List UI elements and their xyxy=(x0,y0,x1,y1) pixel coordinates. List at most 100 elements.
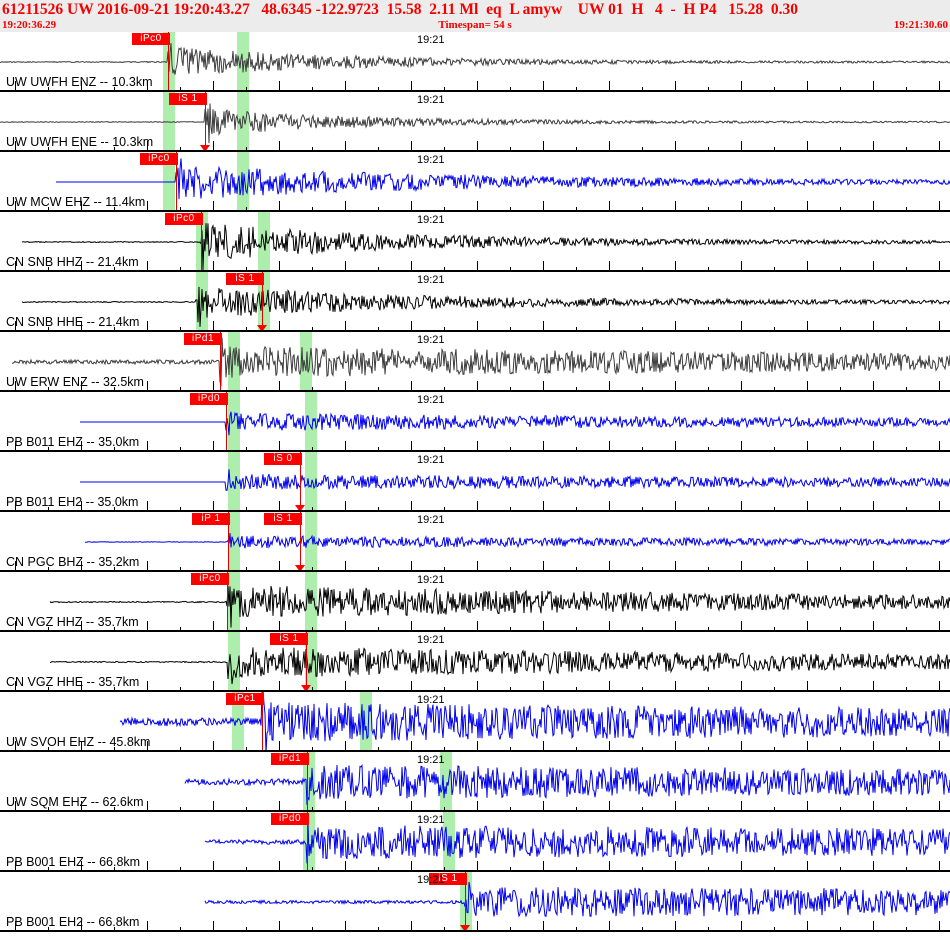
axis-tick xyxy=(576,927,577,932)
waveform xyxy=(204,881,950,918)
axis-tick xyxy=(543,201,544,212)
pick-label[interactable]: iPc0 xyxy=(132,33,170,45)
pick-label[interactable]: iPc0 xyxy=(191,573,229,585)
axis-tick xyxy=(213,801,214,812)
pick-label[interactable]: iS 1 xyxy=(270,633,308,645)
trace-stack[interactable]: iPc0 UW UWFH ENZ -- 10.3km 19:21 iS 1 UW UWF… xyxy=(0,32,950,940)
axis-tick xyxy=(48,267,49,272)
pick-label[interactable]: iPd0 xyxy=(190,393,228,405)
axis-tick xyxy=(279,501,280,512)
pick-label[interactable]: iS 1 xyxy=(264,513,302,525)
trace-row[interactable]: iS 1 PB B001 EH2 -- 66.8km xyxy=(0,872,950,932)
trace-row[interactable]: iPc0 UW UWFH ENZ -- 10.3km xyxy=(0,32,950,92)
trace-row[interactable]: iPd1 UW ERW ENZ -- 32.5km xyxy=(0,332,950,392)
pick-line[interactable] xyxy=(262,272,263,332)
pick-line[interactable] xyxy=(220,332,221,392)
axis-time-label: 19:21 xyxy=(417,394,445,406)
pick-line[interactable] xyxy=(168,32,169,92)
pick-line[interactable] xyxy=(300,512,301,572)
axis-time-label: 19:21 xyxy=(417,214,445,226)
pick-line[interactable] xyxy=(306,632,307,692)
axis-tick xyxy=(741,561,742,572)
axis-tick xyxy=(807,141,808,152)
trace-row[interactable]: iS 1 CN VGZ HHE -- 35.7km xyxy=(0,632,950,692)
trace-row[interactable]: iS 1 UW UWFH ENE -- 10.3km xyxy=(0,92,950,152)
pick-label[interactable]: iPd1 xyxy=(271,753,309,765)
axis-tick xyxy=(576,327,577,332)
axis-tick xyxy=(444,447,445,452)
pick-line[interactable] xyxy=(205,92,206,152)
axis-tick xyxy=(840,807,841,812)
pick-line[interactable] xyxy=(465,872,466,932)
pick-label[interactable]: iPc1 xyxy=(226,693,264,705)
axis-tick xyxy=(147,861,148,872)
pick-line[interactable] xyxy=(228,512,229,572)
axis-tick xyxy=(48,207,49,212)
row-separator xyxy=(0,270,950,272)
axis-tick xyxy=(114,507,115,512)
window-end-time: 19:21:30.60 xyxy=(893,19,948,31)
axis-tick xyxy=(939,801,940,812)
pick-label[interactable]: iS 1 xyxy=(169,93,207,105)
pick-line[interactable] xyxy=(300,452,301,512)
axis-tick xyxy=(246,567,247,572)
axis-tick xyxy=(81,81,82,92)
pick-line[interactable] xyxy=(307,752,308,812)
trace-row[interactable]: iPd1 UW SQM EHZ -- 62.6km xyxy=(0,752,950,812)
axis-tick xyxy=(180,327,181,332)
station-label: UW SQM EHZ -- 62.6km xyxy=(6,795,144,809)
trace-row[interactable]: iPc0 CN VGZ HHZ -- 35.7km xyxy=(0,572,950,632)
trace-row[interactable]: iP 1 iS 1 CN PGC BHZ -- 35.2km xyxy=(0,512,950,572)
axis-tick xyxy=(708,627,709,632)
axis-tick xyxy=(312,747,313,752)
axis-tick xyxy=(378,927,379,932)
pick-line[interactable] xyxy=(176,152,177,212)
axis-tick xyxy=(279,201,280,212)
trace-row[interactable]: iPc0 CN SNB HHZ -- 21.4km xyxy=(0,212,950,272)
axis-tick xyxy=(477,741,478,752)
pick-label[interactable]: iS 1 xyxy=(429,873,467,885)
row-separator xyxy=(0,390,950,392)
axis-tick xyxy=(840,747,841,752)
axis-tick xyxy=(147,201,148,212)
axis-tick xyxy=(807,741,808,752)
pick-line[interactable] xyxy=(226,392,227,452)
axis-tick xyxy=(477,141,478,152)
axis-tick xyxy=(510,567,511,572)
axis-tick xyxy=(708,687,709,692)
trace-row[interactable]: iPd0 PB B011 EHZ -- 35.0km xyxy=(0,392,950,452)
pick-label[interactable]: iS 0 xyxy=(264,453,302,465)
axis-tick xyxy=(312,447,313,452)
axis-tick xyxy=(312,807,313,812)
highlight-band xyxy=(237,92,249,152)
row-separator xyxy=(0,570,950,572)
pick-label[interactable]: iPd1 xyxy=(184,333,222,345)
axis-tick xyxy=(180,807,181,812)
pick-label[interactable]: iS 1 xyxy=(226,273,264,285)
trace-row[interactable]: iPc1 UW SVOH EHZ -- 45.8km xyxy=(0,692,950,752)
axis-tick xyxy=(48,927,49,932)
pick-label[interactable]: iPc0 xyxy=(165,213,203,225)
axis-tick xyxy=(180,267,181,272)
axis-tick xyxy=(477,501,478,512)
axis-tick xyxy=(411,81,412,92)
pick-line[interactable] xyxy=(227,572,228,632)
pick-line[interactable] xyxy=(307,812,308,872)
pick-label[interactable]: iP 1 xyxy=(192,513,230,525)
trace-row[interactable]: iPc0 UW MCW EHZ -- 11.4km xyxy=(0,152,950,212)
trace-row[interactable]: iS 1 CN SNB HHE -- 21.4km xyxy=(0,272,950,332)
trace-row[interactable]: iPd0 PB B001 EHZ -- 66.8km xyxy=(0,812,950,872)
axis-tick xyxy=(213,81,214,92)
trace-row[interactable]: iS 0 PB B011 EH2 -- 35.0km xyxy=(0,452,950,512)
axis-tick xyxy=(510,87,511,92)
axis-tick xyxy=(741,381,742,392)
axis-tick xyxy=(81,561,82,572)
pick-label[interactable]: iPc0 xyxy=(140,153,178,165)
axis-tick xyxy=(576,147,577,152)
pick-line[interactable] xyxy=(262,692,263,752)
pick-label[interactable]: iPd0 xyxy=(271,813,309,825)
axis-tick xyxy=(246,927,247,932)
pick-line[interactable] xyxy=(201,212,202,272)
axis-tick xyxy=(213,681,214,692)
axis-tick xyxy=(180,87,181,92)
